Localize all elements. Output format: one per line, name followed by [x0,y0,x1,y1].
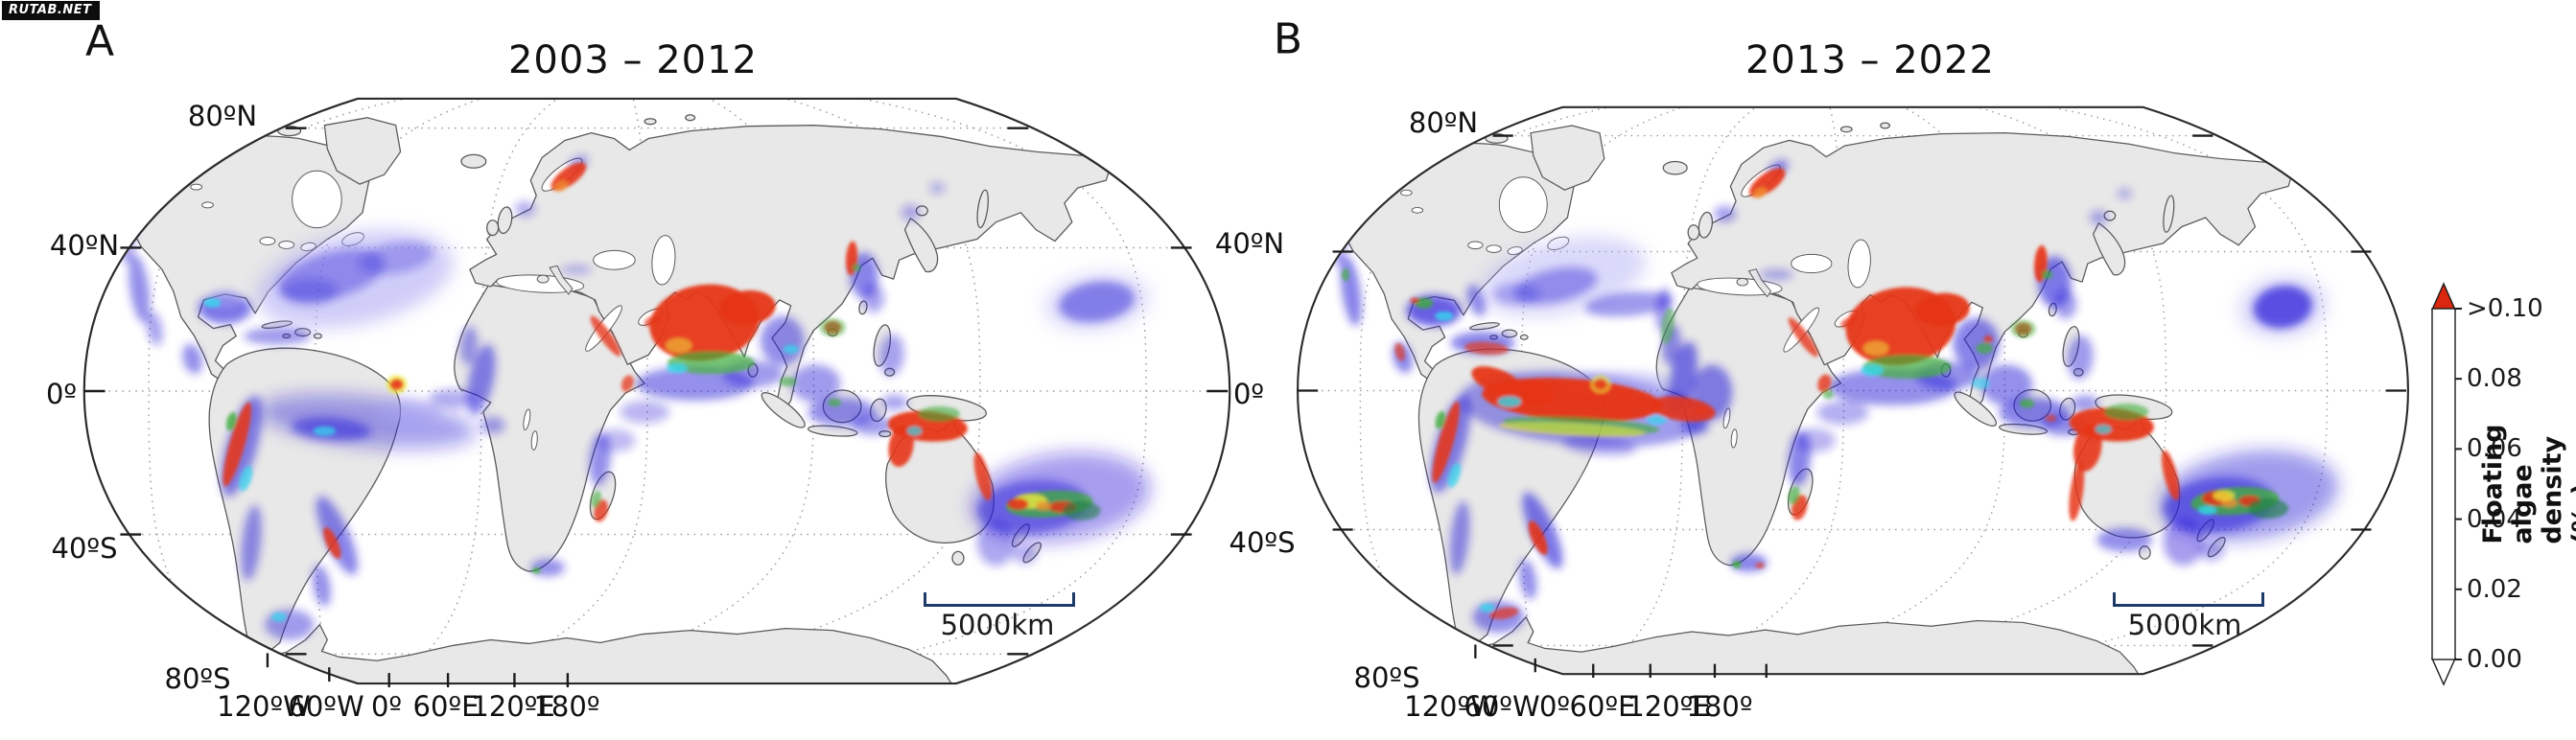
lon-label-a-2: 0º [370,690,403,723]
lon-label-b-4: 120ºE [1627,690,1711,723]
world-map-svg [1297,105,2409,679]
lon-label-b-5: 180º [1686,690,1753,723]
axis-ticks [83,127,1229,688]
colorbar-tick-label-5: 0.00 [2467,645,2522,674]
lon-label-a-1: 60ºW [288,690,364,723]
lat-label-b-3: 40ºS [1229,526,1296,559]
lat-label-b-1: 40ºN [1214,227,1285,260]
map-panel-b [1290,103,2416,679]
axis-ticks [1298,134,2406,679]
colorbar-ticks [2455,308,2462,660]
watermark-badge: RUTAB.NET [2,1,101,20]
scale-bar-b-label: 5000km [2127,609,2242,641]
panel-b-title: 2013 – 2022 [1745,38,1996,82]
lat-label-b-0: 80ºN [1408,106,1479,139]
scale-bar-a-label: 5000km [940,609,1055,641]
colorbar-tick-label-2: 0.06 [2467,434,2522,464]
lat-label-a-4: 80ºS [164,662,231,695]
colorbar-tick-label-3: 0.04 [2467,504,2522,534]
panel-a-title: 2003 – 2012 [507,38,759,82]
colorbar-bottom-arrow [2430,658,2457,686]
colorbar-axis-label: Floating algae density (‰) [2478,424,2576,544]
lat-label-a-0: 80ºN [187,100,258,132]
algae-density-layer [1342,168,2289,620]
colorbar-tick-label-1: 0.08 [2467,364,2522,394]
lon-label-b-0: 120ºW [1404,690,1498,723]
algae-density-layer [203,162,1101,622]
panel-a-letter: A [84,16,115,66]
lon-label-a-3: 60ºE [412,690,480,723]
map-boundary [1297,105,2409,676]
colorbar-tick-label-4: 0.02 [2467,574,2522,604]
map-panel-a [77,94,1237,688]
lat-label-a-1: 40ºN [49,229,120,262]
lat-label-b-2: 0º [1232,378,1265,410]
colorbar-svg [2430,282,2462,686]
lat-label-a-2: 0º [45,378,78,410]
colorbar-top-arrow [2430,282,2457,311]
map-boundary [82,97,1231,685]
colorbar [2426,278,2465,690]
colorbar-tick-label-0: >0.10 [2467,294,2543,323]
lat-label-a-3: 40ºS [51,532,118,565]
panel-b-letter: B [1273,14,1303,64]
lon-label-b-3: 60ºE [1569,690,1636,723]
lon-label-a-5: 180º [533,690,600,723]
scale-bar-a [924,592,1075,607]
lon-label-b-1: 60ºW [1464,690,1540,723]
scale-bar-b [2113,592,2264,607]
lon-label-a-4: 120ºE [471,690,555,723]
lon-label-a-0: 120ºW [217,690,311,723]
lon-label-b-2: 0º [1538,690,1571,723]
lat-label-b-4: 80ºS [1353,661,1420,694]
world-map-svg [82,97,1231,688]
